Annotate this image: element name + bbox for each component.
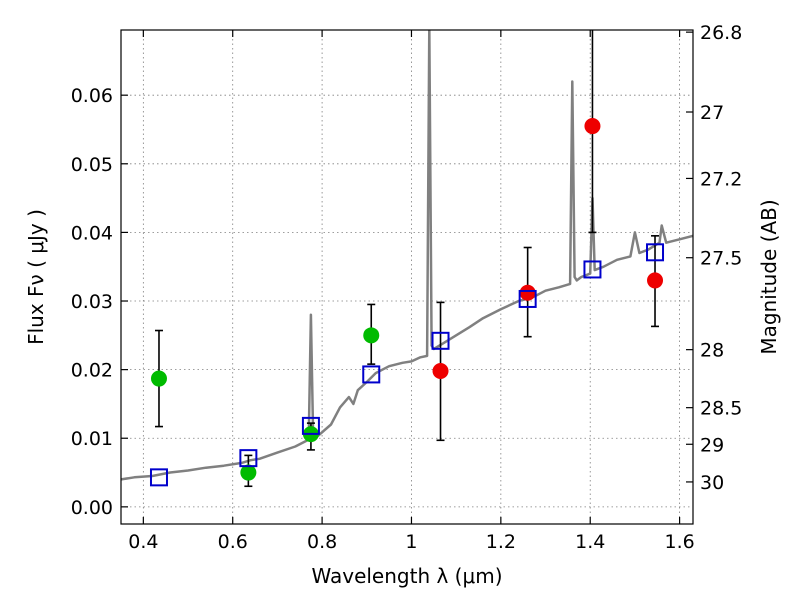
data-point [584, 118, 601, 135]
plot-frame [120, 29, 694, 525]
x-tick-label: 0.6 [218, 531, 248, 553]
right-tick-label: 27.5 [700, 248, 742, 270]
model-square [646, 243, 665, 262]
x-tick-label: 1.4 [575, 531, 605, 553]
model-square [239, 449, 258, 468]
y-axis-label: Flux Fν ( μJy ) [24, 209, 48, 345]
data-markers [149, 30, 665, 488]
right-tick-label: 30 [700, 472, 724, 494]
right-tick-label: 28 [700, 340, 724, 362]
model-square [362, 365, 381, 384]
y-tick-label: 0.04 [71, 222, 113, 244]
y-tick-label: 0.02 [71, 360, 113, 382]
model-square [149, 468, 168, 487]
x-tick-label: 0.4 [128, 531, 158, 553]
data-point [432, 362, 449, 379]
x-axis-label: Wavelength λ (μm) [311, 564, 502, 588]
axis-ticks [121, 30, 693, 524]
data-point [519, 284, 536, 301]
model-line [121, 30, 693, 481]
data-point [150, 370, 167, 387]
grid-lines [121, 30, 693, 524]
right-axis-label: Magnitude (AB) [757, 199, 781, 354]
y-tick-label: 0.01 [71, 428, 113, 450]
model-square [431, 331, 450, 350]
x-tick-label: 1.2 [486, 531, 516, 553]
right-tick-label: 28.5 [700, 398, 742, 420]
model-spectrum [121, 30, 693, 481]
y-tick-label: 0.06 [71, 85, 113, 107]
data-point [240, 464, 257, 481]
y-tick-label: 0.05 [71, 154, 113, 176]
model-square [583, 260, 602, 279]
x-tick-label: 1.6 [664, 531, 694, 553]
right-tick-label: 26.8 [700, 22, 742, 44]
right-tick-label: 29 [700, 434, 724, 456]
model-square [301, 416, 320, 435]
model-square [518, 289, 537, 308]
x-tick-label: 1 [405, 531, 417, 553]
y-tick-label: 0.03 [71, 291, 113, 313]
right-tick-label: 27 [700, 102, 724, 124]
right-tick-label: 27.2 [700, 168, 742, 190]
y-tick-label: 0.00 [71, 497, 113, 519]
data-point [363, 327, 380, 344]
x-tick-label: 0.8 [307, 531, 337, 553]
data-point [647, 272, 664, 289]
